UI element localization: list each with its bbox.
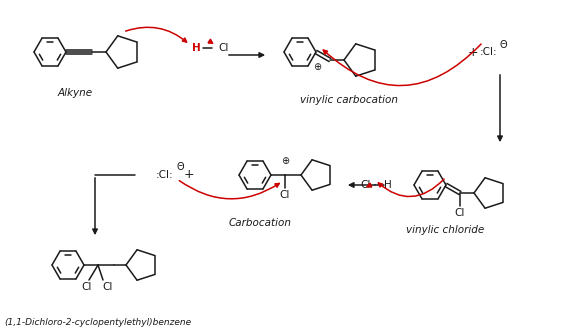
Text: vinylic carbocation: vinylic carbocation: [300, 95, 398, 105]
Text: Cl: Cl: [218, 43, 228, 53]
Text: Θ: Θ: [176, 162, 184, 172]
Text: vinylic chloride: vinylic chloride: [406, 225, 484, 235]
Text: Θ: Θ: [499, 40, 507, 50]
Text: :Cl:: :Cl:: [480, 47, 498, 57]
Text: Cl: Cl: [455, 208, 465, 218]
Text: Carbocation: Carbocation: [229, 218, 291, 228]
Text: +: +: [468, 46, 478, 59]
Text: ⊕: ⊕: [281, 156, 289, 166]
Text: Cl: Cl: [82, 282, 92, 292]
Text: H: H: [384, 180, 392, 190]
Text: (1,1-Dichloro-2-cyclopentylethyl)benzene: (1,1-Dichloro-2-cyclopentylethyl)benzene: [4, 318, 191, 327]
Text: Cl: Cl: [360, 180, 370, 190]
Text: :Cl:: :Cl:: [156, 170, 174, 180]
Text: H: H: [192, 43, 200, 53]
Text: +: +: [184, 169, 194, 182]
Text: ⊕: ⊕: [313, 62, 321, 72]
Text: Alkyne: Alkyne: [58, 88, 93, 98]
Text: Cl: Cl: [103, 282, 113, 292]
Text: Cl: Cl: [280, 190, 290, 200]
